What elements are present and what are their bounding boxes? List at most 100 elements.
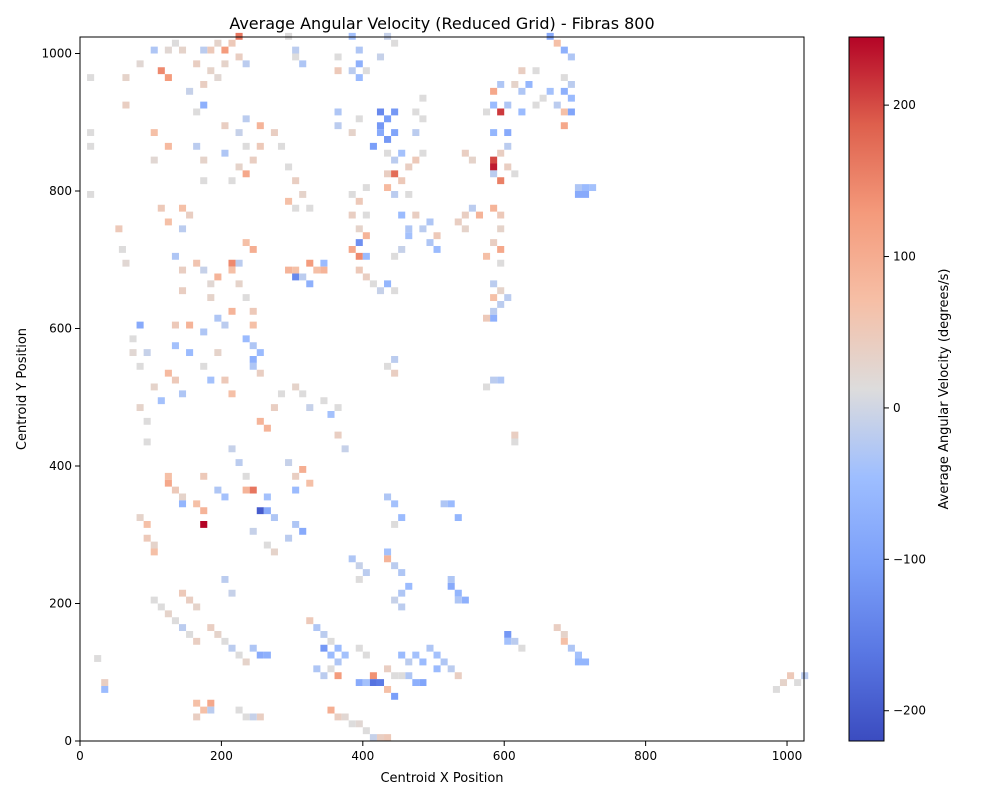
heatmap-cell: [391, 596, 399, 604]
heatmap-cell: [348, 129, 356, 137]
heatmap-cell: [497, 246, 505, 253]
heatmap-cell: [391, 672, 399, 680]
heatmap-cell: [398, 569, 406, 577]
heatmap-cell: [511, 431, 519, 439]
colorbar-tick-label: −100: [893, 552, 926, 566]
heatmap-cell: [412, 211, 420, 219]
heatmap-cell: [136, 514, 144, 522]
heatmap-cell: [200, 472, 208, 480]
heatmap-cell: [178, 589, 187, 597]
heatmap-cell: [178, 390, 187, 398]
heatmap-cell: [384, 136, 392, 143]
heatmap-cell: [398, 177, 406, 185]
heatmap-cell: [228, 589, 236, 597]
heatmap-cell: [779, 679, 788, 687]
colorbar-tick-label: −200: [893, 704, 926, 718]
heatmap-cell: [263, 424, 271, 432]
heatmap-cell: [242, 142, 250, 150]
heatmap-cell: [193, 259, 201, 267]
heatmap-cell: [228, 259, 236, 267]
heatmap-cell: [320, 397, 328, 405]
heatmap-cell: [475, 211, 484, 219]
heatmap-cell: [398, 672, 406, 680]
heatmap-cell: [567, 94, 575, 102]
heatmap-cell: [200, 362, 208, 370]
heatmap-cell: [384, 149, 392, 157]
heatmap-cell: [574, 184, 582, 192]
heatmap-cell: [391, 692, 399, 700]
heatmap-cell: [433, 665, 441, 673]
x-tick-label: 1000: [772, 749, 803, 763]
heatmap-cell: [384, 280, 392, 288]
heatmap-cell: [200, 328, 208, 336]
heatmap-cell: [263, 493, 271, 501]
heatmap-cell: [157, 204, 165, 212]
heatmap-cell: [518, 644, 526, 652]
heatmap-cell: [136, 60, 144, 68]
heatmap-cell: [772, 686, 780, 693]
heatmap-cell: [391, 562, 399, 570]
heatmap-cell: [221, 321, 229, 329]
heatmap-cell: [391, 39, 399, 47]
colorbar-tick-label: 100: [893, 250, 916, 264]
heatmap-cell: [553, 39, 561, 47]
heatmap-cell: [235, 53, 243, 61]
heatmap-cell: [490, 376, 498, 384]
heatmap-cell: [355, 74, 363, 82]
heatmap-cell: [270, 548, 278, 556]
heatmap-cell: [362, 232, 370, 240]
heatmap-cell: [355, 679, 363, 687]
heatmap-cell: [143, 534, 151, 542]
heatmap-cell: [391, 170, 399, 178]
heatmap-cell: [433, 246, 441, 253]
heatmap-cell: [398, 246, 406, 253]
heatmap-cell: [355, 576, 363, 583]
heatmap-cell: [214, 39, 222, 47]
heatmap-cell: [235, 259, 243, 267]
heatmap-cell: [546, 87, 554, 95]
heatmap-cell: [511, 438, 519, 446]
heatmap-cell: [87, 129, 95, 137]
heatmap-cell: [263, 541, 271, 549]
heatmap-cell: [292, 177, 300, 185]
heatmap-cell: [384, 115, 392, 123]
heatmap-cell: [376, 53, 385, 61]
heatmap-cell: [200, 521, 208, 528]
heatmap-cell: [334, 658, 342, 666]
heatmap-cell: [256, 713, 264, 721]
heatmap-cell: [490, 156, 498, 164]
heatmap-cell: [405, 658, 413, 666]
heatmap-cell: [242, 486, 250, 494]
heatmap-cell: [433, 232, 441, 240]
heatmap-cell: [171, 252, 179, 260]
heatmap-cell: [348, 555, 356, 563]
heatmap-cell: [143, 349, 151, 357]
y-axis-ticks: 0 200 400 600 800 1000: [41, 47, 80, 748]
x-tick-label: 600: [493, 749, 516, 763]
heatmap-cell: [391, 108, 399, 116]
heatmap-cell: [560, 87, 568, 95]
heatmap-cell: [214, 74, 222, 82]
heatmap-cell: [235, 706, 243, 714]
heatmap-cell: [376, 734, 385, 742]
heatmap-cell: [405, 225, 413, 233]
y-tick-label: 200: [49, 597, 72, 611]
heatmap-cell: [150, 541, 158, 549]
heatmap-cell: [242, 472, 250, 480]
heatmap-cell: [454, 589, 462, 597]
heatmap-cell: [242, 335, 250, 343]
heatmap-cell: [426, 218, 434, 226]
heatmap-cell: [341, 445, 349, 453]
heatmap-cell: [178, 500, 187, 508]
heatmap-cell: [334, 431, 342, 439]
y-tick-label: 400: [49, 459, 72, 473]
heatmap-cell: [228, 644, 236, 652]
heatmap-cell: [200, 101, 208, 109]
heatmap-cell: [567, 81, 575, 88]
heatmap-cell: [511, 637, 519, 645]
heatmap-cells: [87, 32, 809, 742]
heatmap-cell: [468, 204, 476, 212]
heatmap-cell: [490, 129, 498, 137]
heatmap-cell: [461, 225, 469, 233]
